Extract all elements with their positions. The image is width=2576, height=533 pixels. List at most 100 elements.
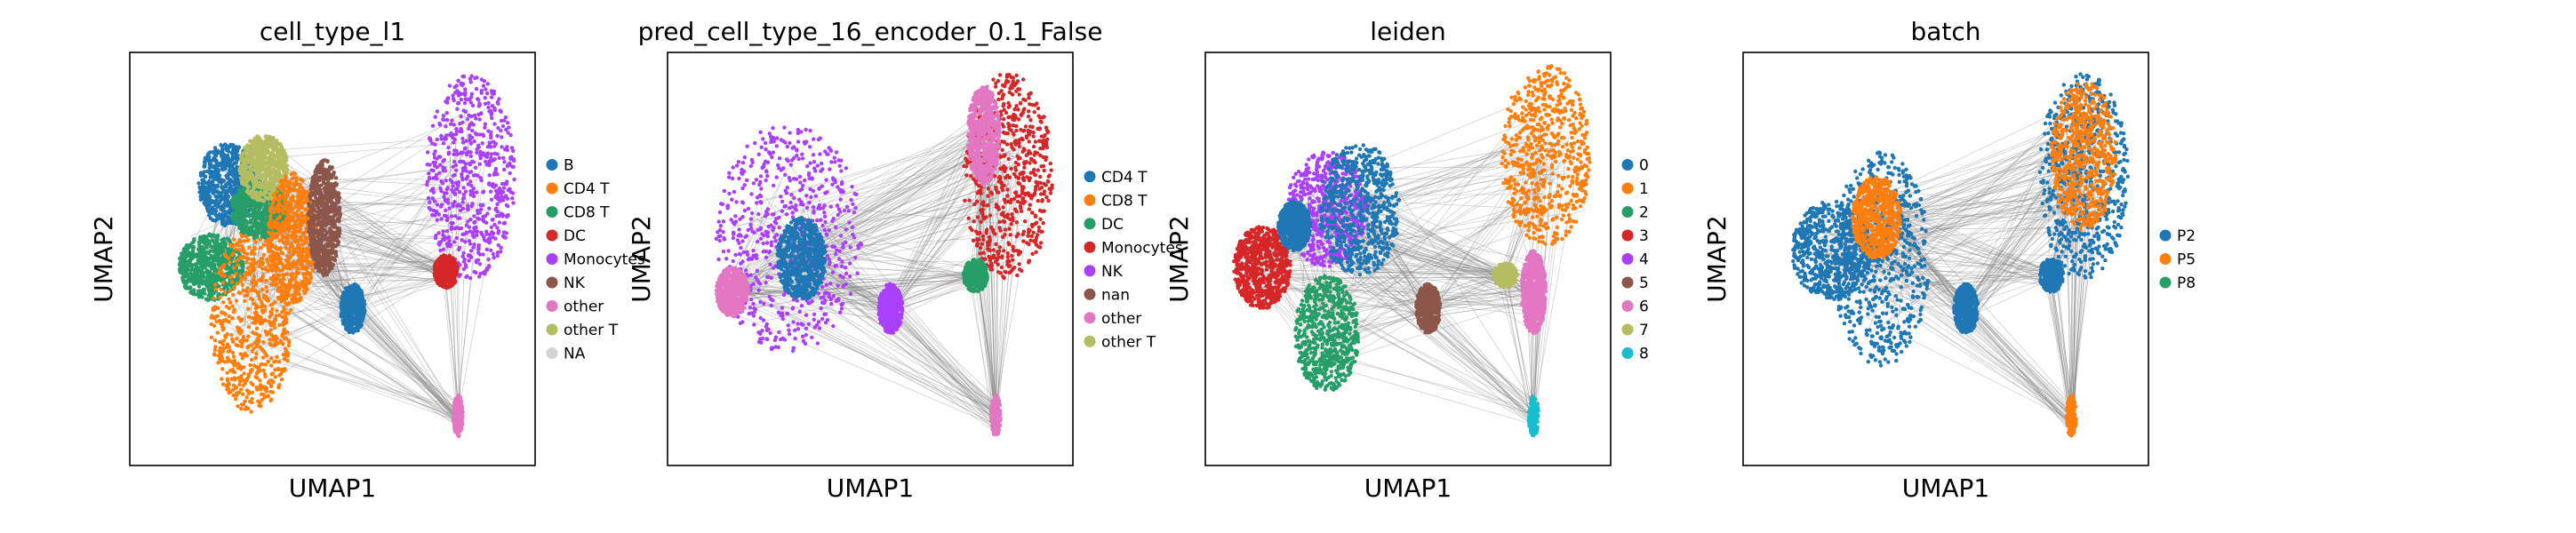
scatter-point <box>219 287 223 292</box>
scatter-point <box>240 282 244 288</box>
edge-line <box>356 132 482 289</box>
scatter-point <box>216 247 220 251</box>
scatter-point <box>202 241 207 245</box>
scatter-point <box>284 285 288 290</box>
scatter-point <box>219 214 223 219</box>
scatter-point <box>256 294 261 298</box>
scatter-point <box>284 320 289 325</box>
scatter-point <box>229 333 234 338</box>
scatter-point <box>190 248 196 252</box>
scatter-point <box>275 354 279 359</box>
scatter-point <box>288 215 292 220</box>
scatter-point <box>275 176 279 180</box>
scatter-point <box>260 302 264 306</box>
scatter-point <box>183 272 188 277</box>
scatter-point <box>249 265 254 269</box>
scatter-point <box>240 191 244 196</box>
scatter-point <box>216 168 220 173</box>
scatter-point <box>240 392 245 396</box>
scatter-point <box>253 164 258 170</box>
edge-line <box>354 306 459 423</box>
scatter-point <box>220 377 224 381</box>
scatter-point <box>212 296 216 300</box>
scatter-point <box>225 377 230 381</box>
scatter-point <box>309 183 314 187</box>
scatter-point <box>215 185 220 189</box>
scatter-point <box>207 213 212 218</box>
scatter-point <box>292 265 296 269</box>
scatter-point <box>249 220 253 225</box>
scatter-point <box>268 303 273 307</box>
scatter-point <box>228 300 233 305</box>
edge-line <box>354 282 447 298</box>
scatter-point <box>267 249 272 254</box>
scatter-point <box>198 255 204 259</box>
scatter-point <box>209 266 214 271</box>
edge-line <box>355 290 460 418</box>
scatter-point <box>209 184 213 188</box>
scatter-point <box>260 156 264 161</box>
scatter-point <box>279 251 284 255</box>
scatter-point <box>242 365 246 370</box>
scatter-point <box>276 155 280 161</box>
scatter-point <box>216 361 220 365</box>
scatter-point <box>324 186 328 190</box>
scatter-point <box>239 198 244 203</box>
scatter-point <box>284 246 288 251</box>
scatter-point <box>227 247 232 251</box>
scatter-point <box>183 256 188 260</box>
scatter-point <box>328 216 332 221</box>
scatter-point <box>273 359 278 363</box>
scatter-point <box>274 246 278 251</box>
scatter-point <box>279 288 284 292</box>
scatter-point <box>241 335 246 339</box>
edge-line <box>454 138 488 423</box>
scatter-point <box>220 367 225 371</box>
scatter-point <box>193 262 198 266</box>
scatter-point <box>186 267 191 273</box>
scatter-point <box>293 280 298 284</box>
scatter-point <box>231 383 236 387</box>
scatter-point <box>212 264 216 268</box>
scatter-point <box>282 189 286 194</box>
scatter-point <box>250 249 254 253</box>
scatter-point <box>292 290 297 294</box>
scatter-point <box>208 249 213 253</box>
scatter-point <box>267 221 271 226</box>
scatter-point <box>287 293 292 298</box>
scatter-point <box>200 275 205 280</box>
scatter-point <box>225 174 230 179</box>
scatter-point <box>261 355 266 360</box>
scatter-point <box>246 144 251 148</box>
scatter-point <box>268 134 272 139</box>
scatter-point <box>204 270 209 274</box>
edge-line <box>254 112 478 201</box>
scatter-point <box>271 257 276 261</box>
scatter-point <box>203 259 208 264</box>
scatter-point <box>248 270 252 274</box>
scatter-point <box>266 359 270 364</box>
scatter-point <box>243 146 248 151</box>
scatter-point <box>320 234 324 239</box>
scatter-point <box>243 351 247 355</box>
scatter-point <box>199 197 204 202</box>
scatter-point <box>282 158 286 163</box>
scatter-point <box>263 235 268 239</box>
scatter-point <box>259 245 263 251</box>
scatter-point <box>299 177 303 182</box>
scatter-point <box>254 212 260 217</box>
scatter-point <box>213 345 218 349</box>
scatter-point <box>218 339 222 345</box>
scatter-point <box>310 203 315 207</box>
scatter-point <box>203 199 208 203</box>
scatter-point <box>296 282 300 288</box>
scatter-point <box>241 219 245 225</box>
scatter-point <box>228 260 232 265</box>
scatter-point <box>286 224 292 228</box>
scatter-point <box>252 310 257 315</box>
scatter-point <box>253 240 258 244</box>
scatter-point <box>284 155 288 159</box>
scatter-point <box>308 238 313 243</box>
scatter-point <box>232 183 237 187</box>
scatter-point <box>220 272 225 276</box>
